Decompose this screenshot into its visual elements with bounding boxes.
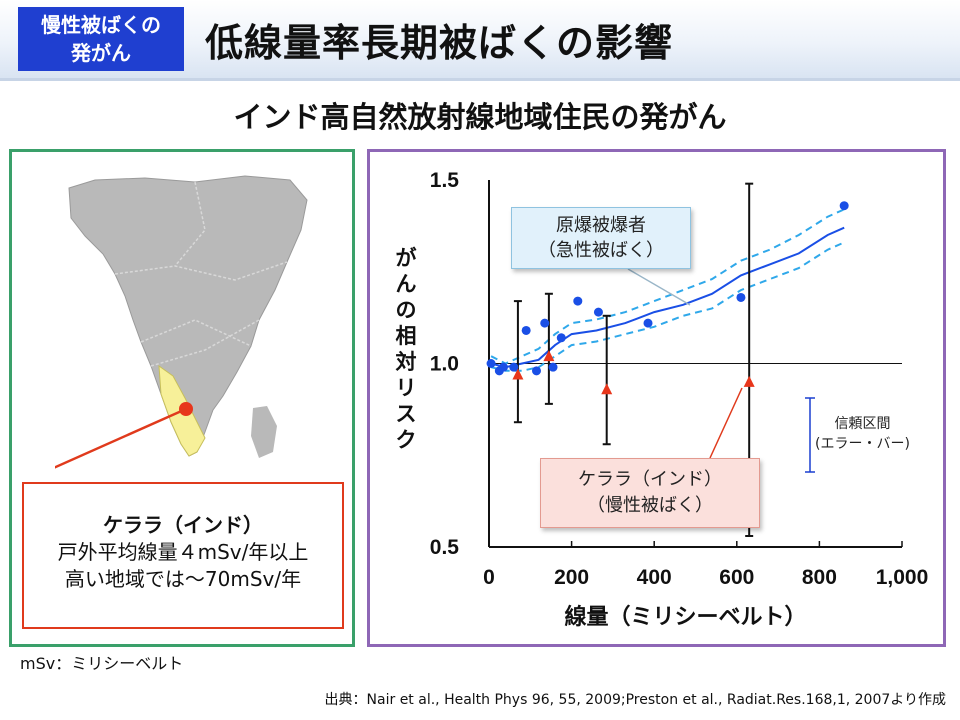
- kerala-callout-line2: （慢性被ばく）: [587, 495, 713, 516]
- atomic-bomb-point: [593, 307, 603, 317]
- kerala-callout-line1: ケララ（インド）: [578, 469, 722, 490]
- ci-legend-line2: (エラー・バー): [815, 436, 910, 452]
- kerala-point: [543, 350, 555, 362]
- atomic-bomb-point: [556, 333, 566, 343]
- slide-subtitle: インド高自然放射線地域住民の発がん: [233, 100, 727, 134]
- india-landmass: [68, 175, 308, 457]
- unit-footnote: mSv：ミリシーベルト: [20, 654, 184, 673]
- atomic-bomb-point: [531, 366, 541, 376]
- atomic-bomb-point: [521, 325, 531, 335]
- kerala-point: [743, 375, 755, 387]
- y-tick-label: 1.0: [430, 353, 459, 376]
- atomic-bomb-point: [540, 318, 550, 328]
- x-tick-label: 600: [719, 566, 754, 589]
- y-axis-label: がんの相対リスク: [395, 246, 417, 452]
- badge-line1: 慢性被ばくの: [41, 13, 161, 37]
- map-panel: [9, 149, 355, 647]
- x-tick-label: 1,000: [876, 566, 929, 589]
- ci-band-lower: [490, 241, 845, 372]
- y-tick-label: 1.5: [430, 169, 460, 192]
- atomic-bomb-point: [486, 359, 496, 368]
- category-badge: 慢性被ばくの 発がん: [18, 7, 184, 71]
- atomic-bomb-point: [736, 292, 746, 302]
- fitted-risk-line: [490, 226, 845, 369]
- atomic-bomb-point: [573, 296, 583, 306]
- x-tick-label: 800: [802, 566, 837, 589]
- y-tick-label: 0.5: [430, 536, 460, 559]
- atomic-bomb-point: [548, 362, 558, 372]
- x-tick-label: 0: [483, 566, 495, 589]
- kerala-high-area-text: 高い地域では～70mSv/年: [64, 567, 302, 591]
- header-bar: 慢性被ばくの 発がん 低線量率長期被ばくの影響: [0, 0, 960, 81]
- kerala-title: ケララ（インド）: [103, 513, 263, 537]
- atomic-callout-pointer: [627, 268, 691, 306]
- kerala-info-box: ケララ（インド） 戸外平均線量４mSv/年以上 高い地域では～70mSv/年: [22, 482, 344, 629]
- india-map: [55, 175, 308, 469]
- kerala-point: [601, 383, 613, 395]
- kerala-callout-pointer: [709, 387, 743, 459]
- atomic-callout-line1: 原爆被爆者: [556, 215, 646, 236]
- source-citation: 出典：Nair et al., Health Phys 96, 55, 2009…: [324, 692, 946, 708]
- chart-panel: [367, 149, 946, 647]
- atomic-bomb-point: [643, 318, 653, 328]
- atomic-bomb-point: [498, 362, 508, 372]
- kerala-callout: ケララ（インド） （慢性被ばく）: [540, 458, 760, 528]
- x-tick-label: 200: [554, 566, 589, 589]
- x-tick-label: 400: [637, 566, 672, 589]
- badge-line2: 発がん: [71, 41, 131, 65]
- x-axis-label: 線量（ミリシーベルト）: [564, 604, 806, 630]
- atomic-callout-line2: （急性被ばく）: [538, 240, 664, 261]
- atomic-bomb-point: [839, 201, 849, 211]
- kerala-dose-text: 戸外平均線量４mSv/年以上: [57, 540, 309, 564]
- page-title: 低線量率長期被ばくの影響: [205, 21, 674, 65]
- sri-lanka-landmass: [251, 406, 277, 458]
- atomic-bomb-callout: 原爆被爆者 （急性被ばく）: [511, 207, 691, 269]
- confidence-interval-legend: 信頼区間 (エラー・バー): [815, 414, 910, 454]
- ci-legend-line1: 信頼区間: [834, 416, 891, 432]
- kerala-point: [512, 368, 524, 380]
- atomic-bomb-point: [509, 362, 519, 372]
